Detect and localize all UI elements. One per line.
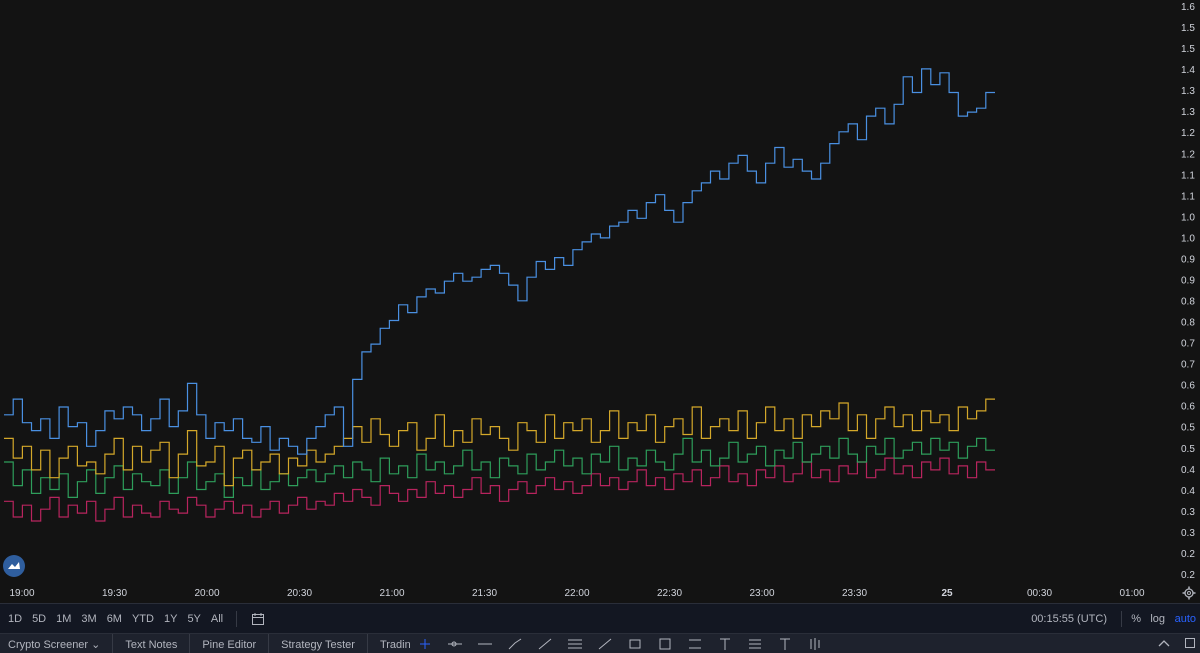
y-tick-label: 1.0 (1181, 233, 1195, 244)
x-tick-label: 00:30 (1027, 588, 1052, 599)
trend-line-icon[interactable] (530, 634, 560, 653)
y-tick-label: 1.0 (1181, 212, 1195, 223)
tab-strategy-tester[interactable]: Strategy Tester (269, 634, 368, 653)
x-tick-label: 01:00 (1119, 588, 1144, 599)
y-tick-label: 0.7 (1181, 339, 1195, 350)
text-tool-icon[interactable] (710, 634, 740, 653)
calendar-range-icon[interactable] (251, 612, 265, 626)
x-tick-label: 23:30 (842, 588, 867, 599)
gear-icon[interactable] (1182, 586, 1196, 600)
toolbar-divider (236, 610, 238, 627)
series-line-3 (4, 457, 995, 522)
tab-crypto-screener[interactable]: Crypto Screener ⌄ (0, 634, 114, 653)
series-line-1 (4, 398, 995, 487)
range-1m-button[interactable]: 1M (56, 612, 72, 625)
price-chart[interactable]: 1.6 1.5 1.5 1.4 1.3 1.3 1.2 1.2 1.1 1.1 1.0 1.0 0.9 0… (0, 0, 1200, 603)
y-tick-label: 1.3 (1181, 107, 1195, 118)
y-tick-label: 0.5 (1181, 444, 1195, 455)
chevron-up-icon[interactable] (1158, 638, 1170, 651)
series-line-2 (4, 437, 995, 498)
y-tick-label: 0.8 (1181, 297, 1195, 308)
crosshair-icon[interactable] (410, 634, 440, 653)
y-tick-label: 0.7 (1181, 360, 1195, 371)
y-tick-label: 1.3 (1181, 86, 1195, 97)
bottom-toolbar: 1D 5D 1M 3M 6M YTD 1Y 5Y All 00:15:55 (U… (0, 603, 1200, 633)
range-6m-button[interactable]: 6M (106, 612, 122, 625)
trend-angle-icon[interactable] (500, 634, 530, 653)
y-tick-label: 1.5 (1181, 44, 1195, 55)
candles-icon[interactable] (800, 634, 830, 653)
y-tick-label: 0.9 (1181, 254, 1195, 265)
x-tick-label: 22:00 (564, 588, 589, 599)
y-tick-label: 1.1 (1181, 191, 1195, 202)
y-tick-label: 0.4 (1181, 486, 1195, 497)
x-tick-label: 22:30 (657, 588, 682, 599)
x-tick-label: 21:00 (379, 588, 404, 599)
fib-tool-icon[interactable] (740, 634, 770, 653)
parallel-channel-icon[interactable] (560, 634, 590, 653)
y-tick-label: 1.4 (1181, 65, 1195, 76)
rectangle-icon[interactable] (620, 634, 650, 653)
y-tick-label: 0.3 (1181, 528, 1195, 539)
x-tick-label: 19:00 (9, 588, 34, 599)
range-5y-button[interactable]: 5Y (187, 612, 201, 625)
drawing-tools-strip (410, 634, 830, 653)
chart-area[interactable]: 1.6 1.5 1.5 1.4 1.3 1.3 1.2 1.2 1.1 1.1 1.0 1.0 0.9 0… (0, 0, 1200, 603)
tab-label: Crypto Screener (8, 638, 89, 651)
y-tick-label: 1.1 (1181, 170, 1195, 181)
tab-pine-editor[interactable]: Pine Editor (190, 634, 270, 653)
toolbar-divider (1121, 611, 1122, 627)
series-line-0 (4, 68, 995, 455)
ray-icon[interactable] (590, 634, 620, 653)
horizontal-ray-icon[interactable] (440, 634, 470, 653)
y-tick-label: 0.4 (1181, 465, 1195, 476)
range-all-button[interactable]: All (210, 612, 224, 625)
utc-clock[interactable]: 00:15:55 (UTC) (1031, 612, 1107, 625)
text-anchor-icon[interactable] (770, 634, 800, 653)
price-range-icon[interactable] (650, 634, 680, 653)
y-tick-label: 0.6 (1181, 402, 1195, 413)
y-tick-label: 0.9 (1181, 275, 1195, 286)
date-range-icon[interactable] (680, 634, 710, 653)
tradingview-logo-icon[interactable] (3, 555, 25, 577)
panel-window-controls (1158, 634, 1196, 653)
range-1d-button[interactable]: 1D (8, 612, 23, 625)
x-tick-label: 20:00 (194, 588, 219, 599)
y-tick-label: 0.2 (1181, 570, 1195, 581)
range-1y-button[interactable]: 1Y (163, 612, 178, 625)
x-tick-label: 21:30 (472, 588, 497, 599)
range-5d-button[interactable]: 5D (32, 612, 47, 625)
y-tick-label: 0.8 (1181, 318, 1195, 329)
x-tick-label: 20:30 (287, 588, 312, 599)
x-tick-label: 23:00 (749, 588, 774, 599)
range-ytd-button[interactable]: YTD (131, 612, 154, 625)
range-3m-button[interactable]: 3M (81, 612, 97, 625)
y-tick-label: 0.6 (1181, 381, 1195, 392)
x-tick-label: 19:30 (102, 588, 127, 599)
y-tick-label: 0.2 (1181, 549, 1195, 560)
y-tick-label: 1.2 (1181, 149, 1195, 160)
y-tick-label: 1.5 (1181, 23, 1195, 34)
y-tick-label: 0.3 (1181, 507, 1195, 518)
chevron-down-icon: ⌄ (91, 638, 101, 651)
tab-text-notes[interactable]: Text Notes (113, 634, 191, 653)
bottom-panel-tabs: Crypto Screener ⌄ Text Notes Pine Editor… (0, 633, 1200, 653)
maximize-icon[interactable] (1184, 637, 1196, 652)
y-tick-label: 1.6 (1181, 2, 1195, 13)
y-tick-label: 1.2 (1181, 128, 1195, 139)
log-scale-toggle[interactable]: log (1150, 612, 1165, 625)
y-tick-label: 0.5 (1181, 423, 1195, 434)
percent-scale-toggle[interactable]: % (1131, 612, 1141, 625)
auto-scale-toggle[interactable]: auto (1174, 612, 1196, 625)
x-tick-label: 25 (941, 588, 953, 599)
horizontal-line-icon[interactable] (470, 634, 500, 653)
